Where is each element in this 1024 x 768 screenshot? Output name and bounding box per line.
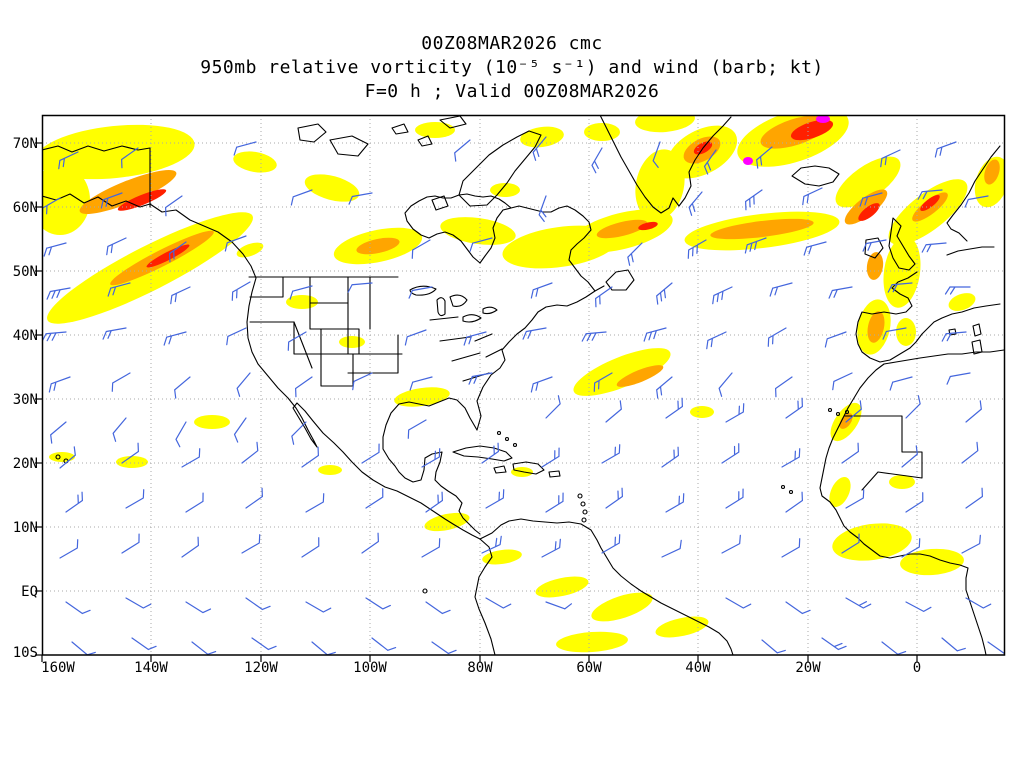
us-state-borders: [249, 276, 503, 387]
axis-ticks-layer: [35, 142, 918, 662]
lon-axis-labels: 160W 140W 120W 100W 80W 60W 40W 20W 0: [41, 660, 921, 676]
y-axis-label: 20N: [13, 456, 38, 472]
africa-borders: [844, 415, 923, 491]
mediterranean-islands: [948, 323, 983, 355]
x-axis-label: 140W: [134, 660, 168, 676]
wind-barbs-layer: [42, 136, 1005, 655]
title-line-1: 00Z08MAR2026 cmc: [421, 33, 603, 54]
africa-north-coast: [883, 349, 1005, 365]
map-frame: [41, 114, 1006, 656]
title-line-3: F=0 h ; Valid 00Z08MAR2026: [364, 81, 660, 102]
vorticity-shading-layer: [42, 115, 1005, 653]
x-axis-label: 0: [913, 660, 921, 676]
coastline-south-america-north: [479, 518, 734, 655]
great-lakes: [409, 285, 498, 323]
x-axis-label: 160W: [41, 660, 75, 676]
gridlines-layer: [42, 115, 1005, 655]
caribbean-islands: [452, 445, 561, 478]
title-line-2: 950mb relative vorticity (10⁻⁵ s⁻¹) and …: [200, 57, 824, 78]
coastline-labrador-hudson: [404, 193, 596, 292]
greenland: [599, 115, 732, 214]
iceland: [791, 165, 840, 187]
coastline-gulf-caribbean: [382, 397, 481, 535]
coastline-alaska-north: [42, 145, 151, 208]
y-axis-label: 60N: [13, 200, 38, 216]
coastline-west-americas: [42, 193, 496, 655]
baffin-island: [458, 130, 542, 207]
africa-west-coast: [819, 363, 987, 655]
x-axis-label: 20W: [795, 660, 821, 676]
y-axis-label: 40N: [13, 328, 38, 344]
plot-titles: 00Z08MAR2026 cmc 950mb relative vorticit…: [0, 32, 1024, 104]
coastlines-layer: [42, 115, 1005, 655]
y-axis-label: 70N: [13, 136, 38, 152]
x-axis-label: 60W: [576, 660, 602, 676]
y-axis-label: 10S: [13, 645, 38, 661]
x-axis-label: 40W: [685, 660, 711, 676]
small-islands: [55, 407, 850, 594]
x-axis-label: 100W: [353, 660, 387, 676]
uk-ireland: [864, 217, 916, 271]
coastline-us-east: [476, 285, 605, 431]
y-axis-label: EQ: [21, 584, 38, 600]
arctic-islands: [297, 115, 467, 211]
x-axis-label: 80W: [467, 660, 493, 676]
france-iberia: [855, 271, 1001, 363]
norway: [946, 145, 1001, 256]
y-axis-label: 50N: [13, 264, 38, 280]
lat-axis-labels: 70N 60N 50N 40N 30N 20N 10N EQ 10S: [13, 136, 38, 661]
y-axis-label: 30N: [13, 392, 38, 408]
x-axis-label: 120W: [244, 660, 278, 676]
y-axis-label: 10N: [13, 520, 38, 536]
coastline-newfoundland: [605, 269, 635, 291]
